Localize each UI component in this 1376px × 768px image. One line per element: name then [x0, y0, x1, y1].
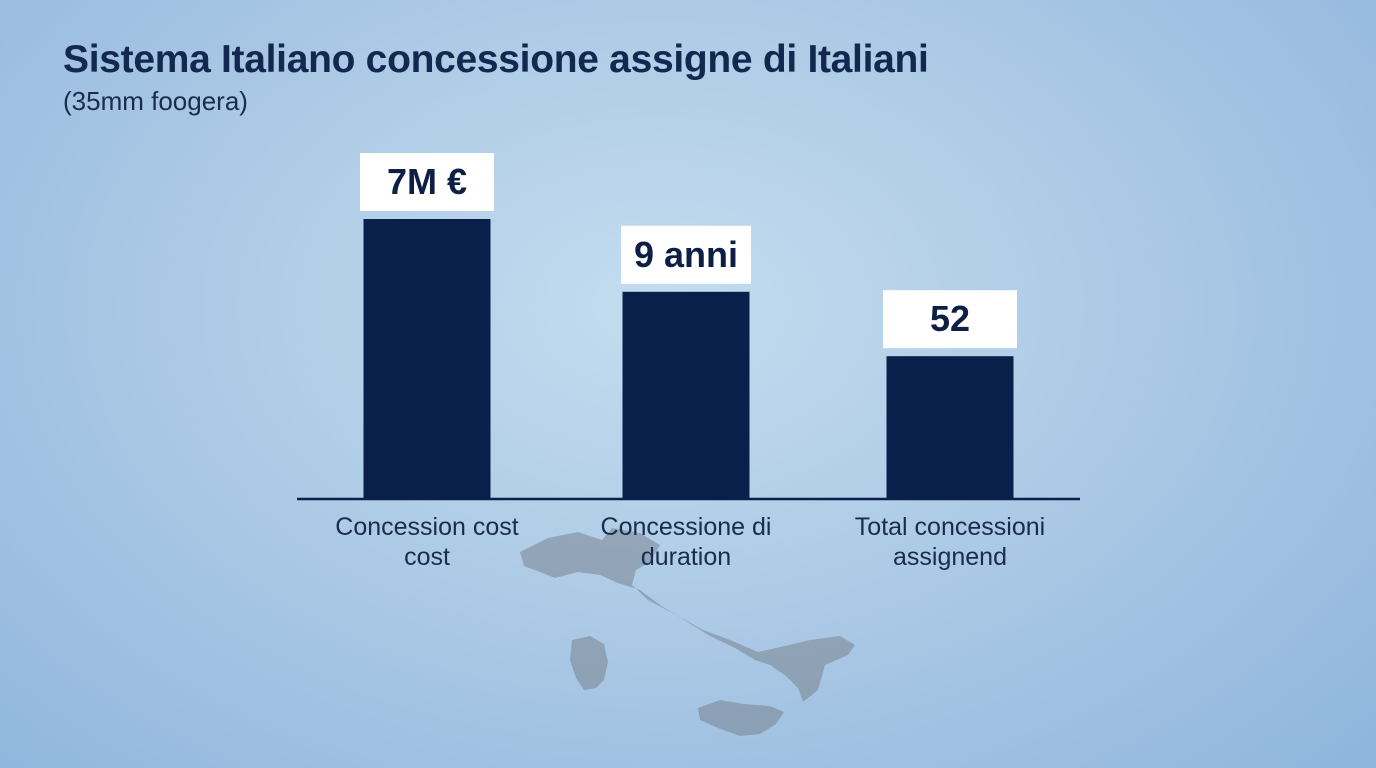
value-label-box-1 — [621, 225, 751, 284]
category-label-0-line-0: Concession cost — [335, 513, 518, 541]
value-label-1: 9 anni — [634, 234, 738, 275]
value-label-box-0 — [360, 153, 494, 211]
category-label-2-line-0: Total concessioni — [855, 513, 1045, 541]
category-label-1-line-1: duration — [641, 543, 731, 571]
bar-2 — [886, 356, 1014, 499]
value-label-2: 52 — [930, 298, 970, 339]
value-label-0: 7M € — [387, 161, 467, 202]
category-label-1-line-0: Concessione di — [601, 513, 772, 541]
bar-1 — [622, 291, 750, 499]
italy-map-image — [520, 528, 855, 736]
chart-subtitle: (35mm foogera) — [63, 86, 248, 116]
chart-title: Sistema Italiano concessione assigne di … — [63, 38, 929, 81]
category-label-2-line-1: assignend — [893, 543, 1007, 571]
bar-0 — [363, 219, 491, 499]
value-label-box-2 — [883, 290, 1017, 349]
category-label-0-line-1: cost — [404, 543, 450, 571]
